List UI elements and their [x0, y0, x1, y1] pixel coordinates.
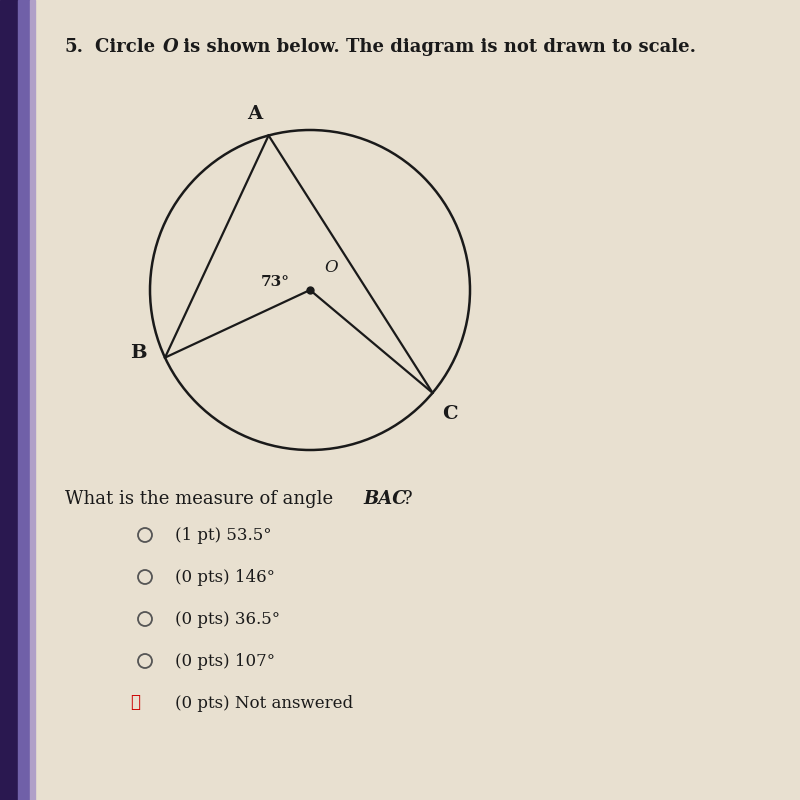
Text: B: B	[130, 344, 147, 362]
Text: O: O	[324, 259, 338, 276]
Text: (1 pt) 53.5°: (1 pt) 53.5°	[175, 526, 272, 543]
Bar	[18, 0, 30, 800]
Text: (0 pts) 36.5°: (0 pts) 36.5°	[175, 610, 280, 627]
Bar	[30, 0, 35, 800]
Text: 5.: 5.	[65, 38, 84, 56]
Text: What is the measure of angle: What is the measure of angle	[65, 490, 339, 508]
Text: A: A	[247, 106, 262, 123]
Text: C: C	[442, 405, 458, 423]
Text: Circle: Circle	[95, 38, 162, 56]
Text: BAC: BAC	[363, 490, 406, 508]
Text: (0 pts) Not answered: (0 pts) Not answered	[175, 694, 353, 711]
Text: (0 pts) 146°: (0 pts) 146°	[175, 569, 275, 586]
Bar	[0, 0, 18, 800]
Text: ?: ?	[403, 490, 413, 508]
Text: 73°: 73°	[261, 275, 290, 289]
Text: is shown below. The diagram is not drawn to scale.: is shown below. The diagram is not drawn…	[177, 38, 696, 56]
Text: ✕: ✕	[130, 694, 140, 711]
Text: O: O	[163, 38, 178, 56]
Text: (0 pts) 107°: (0 pts) 107°	[175, 653, 275, 670]
